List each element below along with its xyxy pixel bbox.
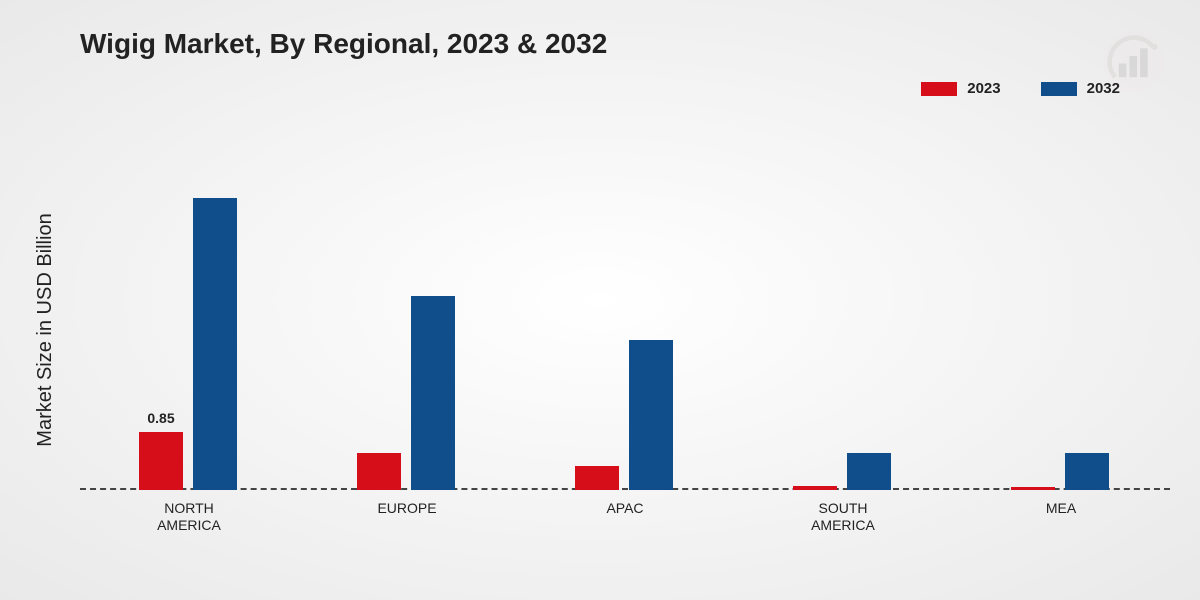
bar-2023 <box>357 453 401 490</box>
bar-group <box>753 150 933 490</box>
legend-label-2023: 2023 <box>967 80 1000 97</box>
x-tick-label: APAC <box>535 500 715 517</box>
bar-2032 <box>629 340 673 490</box>
x-tick-label: EUROPE <box>317 500 497 517</box>
bar-2032 <box>847 453 891 490</box>
chart-title: Wigig Market, By Regional, 2023 & 2032 <box>80 28 607 60</box>
legend-label-2032: 2032 <box>1087 80 1120 97</box>
legend-item-2032: 2032 <box>1041 80 1120 97</box>
x-tick-label: SOUTHAMERICA <box>753 500 933 534</box>
x-tick-label: NORTHAMERICA <box>99 500 279 534</box>
bar-2032 <box>1065 453 1109 490</box>
bar-value-label: 0.85 <box>147 410 174 426</box>
bar-group <box>971 150 1151 490</box>
bar-2023 <box>1011 487 1055 490</box>
legend-swatch-2023 <box>921 82 957 96</box>
bar-group <box>535 150 715 490</box>
y-axis-label: Market Size in USD Billion <box>34 140 57 520</box>
bar-2023 <box>139 432 183 490</box>
bar-2032 <box>193 198 237 490</box>
x-axis-labels: NORTHAMERICA EUROPE APAC SOUTHAMERICA MEA <box>80 494 1170 544</box>
bar-group: 0.85 <box>99 150 279 490</box>
bar-2023 <box>793 486 837 490</box>
bar-2032 <box>411 296 455 490</box>
plot-area: 0.85 <box>80 150 1170 490</box>
bar-2023 <box>575 466 619 490</box>
x-tick-label: MEA <box>971 500 1151 517</box>
bar-group <box>317 150 497 490</box>
chart-canvas: Wigig Market, By Regional, 2023 & 2032 2… <box>0 0 1200 600</box>
legend: 2023 2032 <box>921 80 1120 97</box>
legend-item-2023: 2023 <box>921 80 1000 97</box>
legend-swatch-2032 <box>1041 82 1077 96</box>
